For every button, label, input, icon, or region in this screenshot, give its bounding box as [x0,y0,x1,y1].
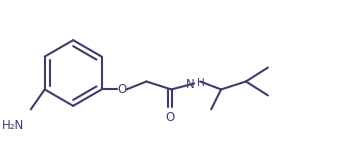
Text: O: O [166,111,175,124]
Text: O: O [117,83,126,96]
Text: H: H [197,78,205,88]
Text: H₂N: H₂N [2,119,24,132]
Text: N: N [185,78,194,91]
